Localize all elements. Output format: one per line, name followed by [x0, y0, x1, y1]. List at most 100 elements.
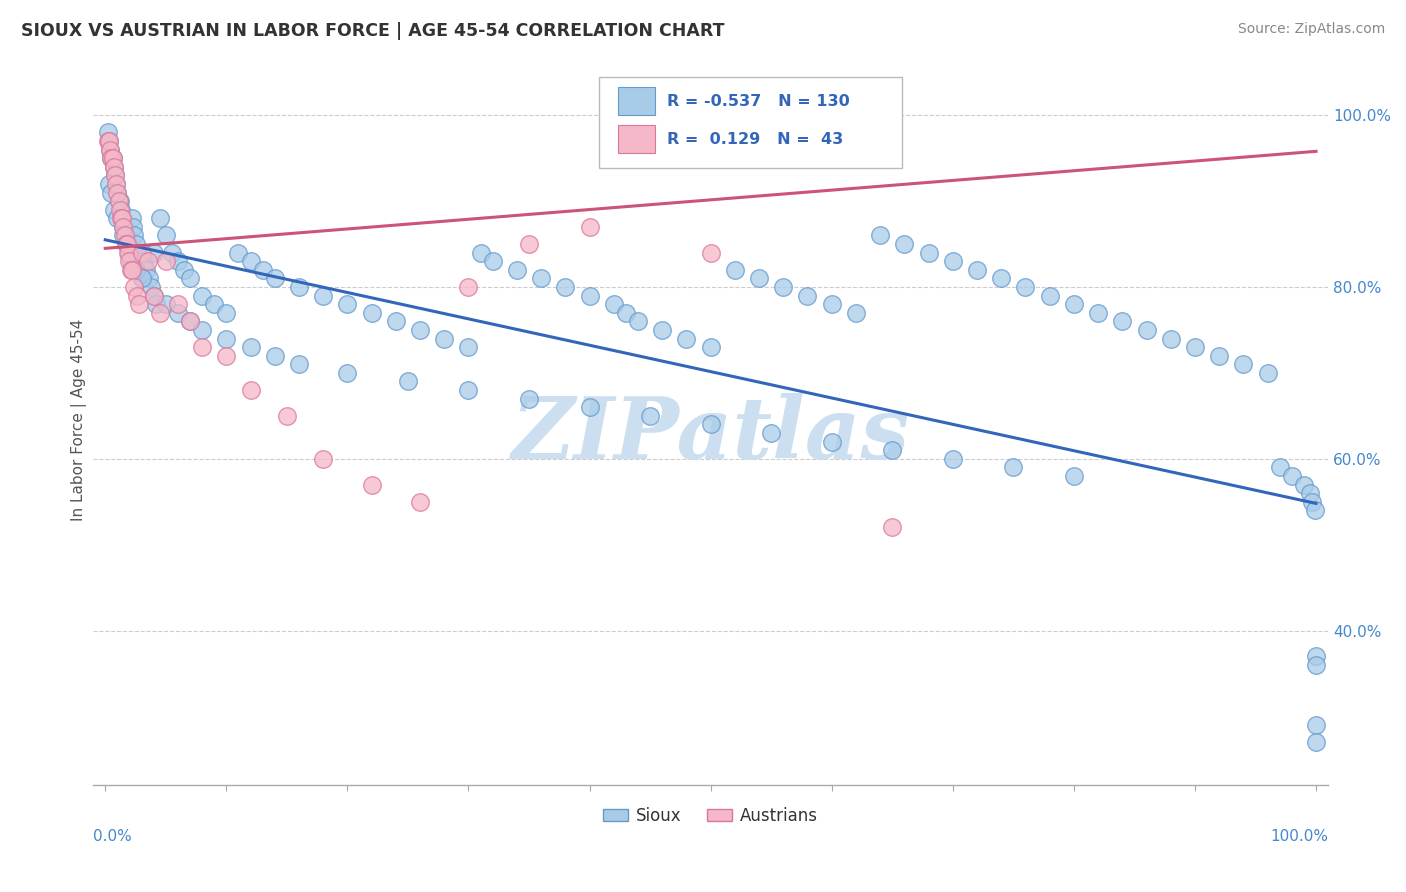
- Point: [114, 228, 136, 243]
- Point: [120, 254, 142, 268]
- Point: [215, 349, 238, 363]
- Point: [1135, 323, 1157, 337]
- Point: [115, 237, 138, 252]
- Point: [103, 160, 125, 174]
- Point: [215, 332, 238, 346]
- Point: [360, 477, 382, 491]
- Point: [263, 349, 285, 363]
- Point: [603, 297, 626, 311]
- Point: [699, 245, 721, 260]
- Point: [155, 228, 177, 243]
- Point: [121, 211, 143, 226]
- Point: [1232, 357, 1254, 371]
- Point: [114, 228, 136, 243]
- Point: [1268, 460, 1291, 475]
- Point: [131, 271, 153, 285]
- Point: [138, 271, 160, 285]
- Point: [167, 254, 190, 268]
- Point: [312, 451, 335, 466]
- Point: [124, 228, 146, 243]
- Point: [120, 263, 142, 277]
- Point: [132, 254, 155, 268]
- Point: [191, 340, 214, 354]
- Point: [145, 297, 167, 311]
- Y-axis label: In Labor Force | Age 45-54: In Labor Force | Age 45-54: [72, 319, 87, 521]
- Point: [179, 314, 201, 328]
- Point: [97, 134, 120, 148]
- Text: R = -0.537   N = 130: R = -0.537 N = 130: [668, 94, 851, 109]
- Point: [517, 392, 540, 406]
- Point: [990, 271, 1012, 285]
- Point: [276, 409, 298, 423]
- Point: [104, 169, 127, 183]
- Point: [215, 306, 238, 320]
- Point: [101, 151, 124, 165]
- Point: [1208, 349, 1230, 363]
- Point: [112, 219, 135, 234]
- Point: [614, 306, 637, 320]
- Point: [239, 254, 262, 268]
- Point: [107, 194, 129, 208]
- Point: [336, 366, 359, 380]
- Point: [1063, 297, 1085, 311]
- Point: [942, 451, 965, 466]
- FancyBboxPatch shape: [619, 125, 655, 153]
- Point: [1301, 494, 1323, 508]
- Point: [131, 271, 153, 285]
- Point: [1305, 657, 1327, 672]
- Point: [112, 228, 135, 243]
- Point: [191, 323, 214, 337]
- Point: [239, 340, 262, 354]
- Point: [409, 494, 432, 508]
- Point: [179, 314, 201, 328]
- Point: [821, 297, 844, 311]
- Point: [103, 160, 125, 174]
- Point: [457, 340, 479, 354]
- Point: [142, 245, 165, 260]
- Point: [675, 332, 697, 346]
- Point: [288, 357, 311, 371]
- Point: [457, 383, 479, 397]
- Point: [396, 375, 419, 389]
- Point: [1292, 477, 1315, 491]
- Point: [1002, 460, 1025, 475]
- Point: [105, 177, 128, 191]
- Point: [869, 228, 891, 243]
- Point: [141, 280, 163, 294]
- Point: [699, 340, 721, 354]
- Point: [409, 323, 432, 337]
- Point: [124, 237, 146, 252]
- Point: [149, 306, 172, 320]
- Point: [101, 151, 124, 165]
- Point: [312, 288, 335, 302]
- Point: [882, 520, 904, 534]
- Point: [627, 314, 650, 328]
- Point: [124, 280, 146, 294]
- Point: [98, 143, 121, 157]
- Point: [1299, 486, 1322, 500]
- Point: [759, 425, 782, 440]
- Point: [1063, 469, 1085, 483]
- Point: [578, 401, 600, 415]
- Point: [228, 245, 250, 260]
- Point: [578, 219, 600, 234]
- Point: [1305, 649, 1327, 664]
- Point: [111, 211, 134, 226]
- Point: [917, 245, 939, 260]
- Point: [1257, 366, 1279, 380]
- Point: [115, 237, 138, 252]
- Point: [97, 134, 120, 148]
- Point: [191, 288, 214, 302]
- Point: [724, 263, 747, 277]
- Point: [481, 254, 503, 268]
- Text: Source: ZipAtlas.com: Source: ZipAtlas.com: [1237, 22, 1385, 37]
- Point: [699, 417, 721, 432]
- Point: [122, 219, 145, 234]
- Point: [772, 280, 794, 294]
- Point: [155, 254, 177, 268]
- Point: [1014, 280, 1036, 294]
- Point: [131, 245, 153, 260]
- Point: [97, 134, 120, 148]
- Point: [105, 186, 128, 200]
- Point: [121, 263, 143, 277]
